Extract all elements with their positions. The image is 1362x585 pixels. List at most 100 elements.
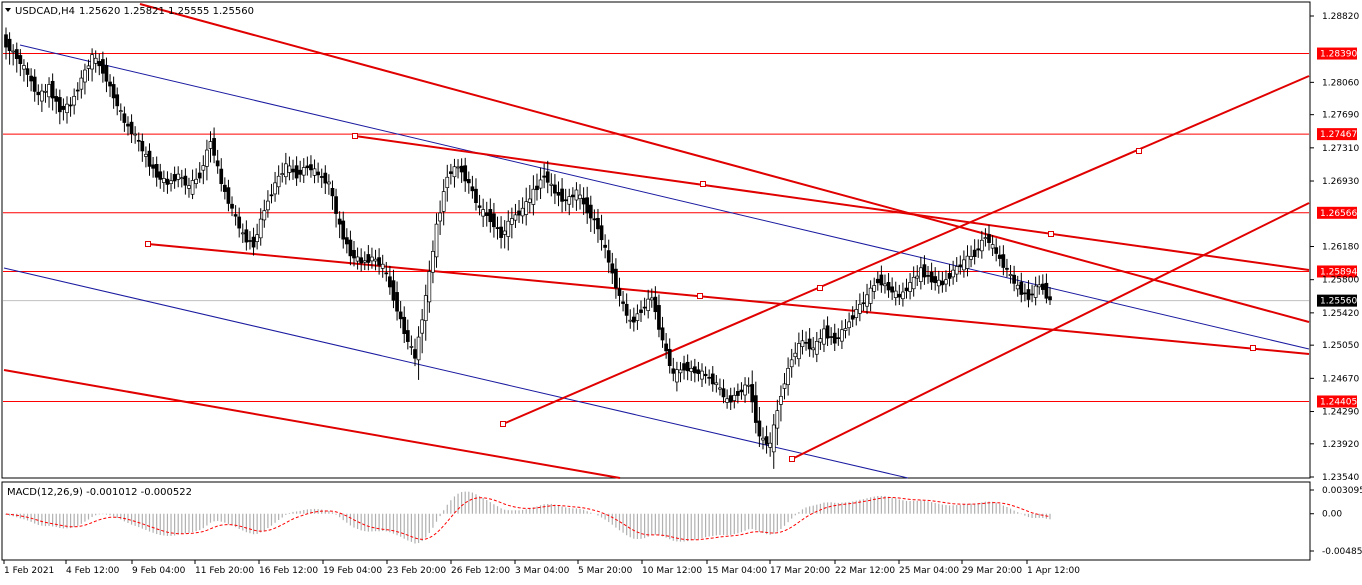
candle [890,277,894,300]
trendline-anchor-handle[interactable] [817,285,823,291]
candle [854,300,859,326]
time-tick-label: 23 Feb 20:00 [387,566,446,576]
candle [502,220,507,249]
price-tick: 1.24290 [1310,408,1359,418]
candle [858,293,862,322]
trendline-anchor-handle[interactable] [1048,231,1054,237]
candle [255,223,259,250]
candle [513,203,518,228]
trendline-anchor-handle[interactable] [700,181,706,187]
candle [951,260,955,285]
price-tick: 1.26180 [1310,243,1359,253]
trendline-anchor-handle[interactable] [1250,345,1256,351]
price-level-tag: 1.25894 [1320,267,1357,277]
candle [416,326,421,380]
candle [879,265,884,293]
channel-upper-line[interactable] [19,44,1310,350]
candle [248,231,252,250]
channel-lower-line[interactable] [3,267,909,479]
candle [836,328,841,346]
candle [675,361,679,392]
candle [481,198,486,228]
upper-mid-trendline[interactable] [354,135,1310,271]
candle [1033,276,1038,306]
candle [18,49,23,77]
candle [660,316,665,348]
candle [212,127,216,164]
rising-trendline-lower[interactable] [791,202,1310,460]
trendline-anchor-handle[interactable] [352,133,358,139]
candle [653,286,658,320]
candle [441,179,446,226]
time-tick-label: 1 Apr 12:00 [1027,566,1080,576]
trendline-anchor-handle[interactable] [789,456,795,462]
candle [154,156,159,187]
candle [764,425,769,454]
candle [273,171,277,202]
candle [746,377,751,394]
candle [75,82,80,101]
candle [22,59,26,82]
price-level-line[interactable]: 1.24405 [3,395,1357,408]
candle [330,180,335,210]
candle [129,114,134,143]
trendline-anchor-handle[interactable] [697,293,703,299]
candle [219,158,224,192]
candle [639,300,643,322]
price-level-line[interactable]: 1.25894 [3,265,1357,278]
candle [43,84,48,103]
candle [25,62,30,87]
ohlc-readout: 1.25620 1.25821 1.25555 1.25560 [79,6,254,17]
candle [517,200,521,223]
price-axis: 1.28820 1.28060 1.27690 1.27310 1.26930 1.261… [1310,12,1362,557]
candle [413,338,417,367]
candle [915,265,920,286]
macd-tick: 0.003095 [1310,486,1362,496]
mid-trendline[interactable] [147,243,1310,355]
trendline-anchor-handle[interactable] [1136,148,1142,154]
candle [269,183,274,204]
candle [61,98,66,121]
candle [305,156,310,176]
rising-trendline-upper[interactable] [502,75,1310,425]
price-tick-label: 1.28060 [1322,78,1359,88]
candle [506,210,511,251]
candle [818,329,823,350]
candle [86,59,91,81]
candle [54,88,59,114]
macd-tick: 0.00 [1310,510,1342,520]
price-level-line[interactable]: 1.27467 [3,128,1357,141]
candle [753,381,758,434]
trendline-anchor-handle[interactable] [500,421,506,427]
price-tick: 1.25420 [1310,309,1359,319]
macd-plot-area[interactable] [1,481,1311,561]
candle [962,250,966,278]
candle [947,264,952,287]
horizontal-levels[interactable]: 1.28390 1.27467 1.26566 1.25894 1.24405 1.255… [3,47,1357,408]
trendline-anchor-handle[interactable] [145,241,151,247]
price-tick-label: 1.23920 [1322,440,1359,450]
main-plot-area[interactable] [1,1,1311,479]
candle [524,187,529,226]
candle [47,77,51,108]
dropdown-triangle-icon[interactable] [5,8,11,12]
candle [635,304,640,330]
time-tick-label: 17 Mar 20:00 [770,566,830,576]
price-level-line[interactable]: 1.26566 [3,206,1357,219]
candle [883,274,887,294]
candle [179,169,184,188]
candle [990,235,995,256]
lower-channel-trendline[interactable] [3,369,621,479]
time-tick: 26 Feb 12:00 [450,560,510,576]
trendlines[interactable] [3,3,1310,479]
candle [449,163,453,185]
candle [140,133,145,162]
candle [14,42,19,73]
price-level-line[interactable]: 1.28390 [3,47,1357,60]
price-tick-label: 1.27690 [1322,111,1359,121]
candle [850,306,855,328]
price-tick-label: 1.27310 [1322,144,1359,154]
resistance-trendline[interactable] [139,3,1310,323]
